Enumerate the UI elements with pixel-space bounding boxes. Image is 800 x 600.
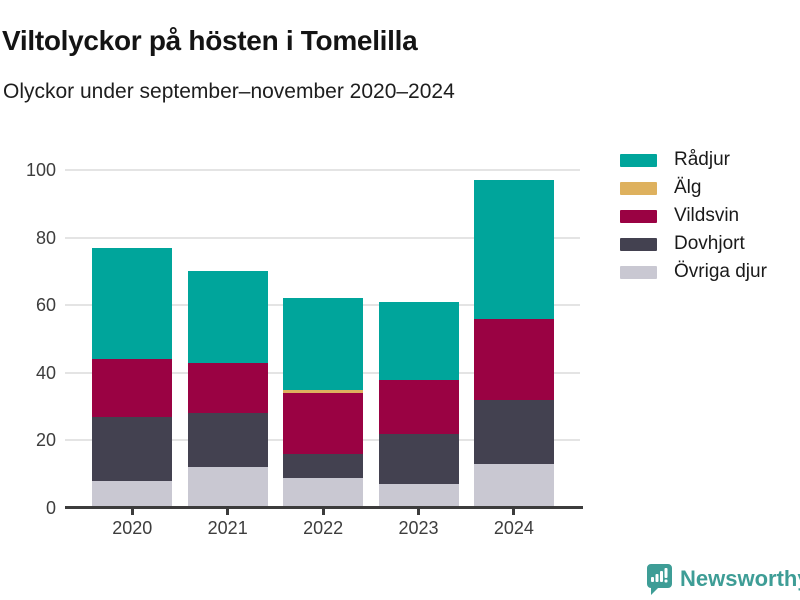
legend-swatch-ovriga-djur: [620, 265, 657, 279]
x-tick-label: 2020: [112, 518, 153, 538]
x-tick: [321, 509, 325, 515]
bar-segment-ovriga-djur-2023: [378, 484, 459, 508]
legend-label: Övriga djur: [674, 261, 767, 282]
legend-swatch-alg: [620, 181, 657, 195]
y-tick-label: 60: [35, 295, 56, 316]
x-tick-label: 2023: [398, 518, 439, 538]
bar-segment-radjur-2023: [378, 301, 459, 380]
plot-area: [65, 169, 580, 508]
legend-label: Vildsvin: [674, 205, 740, 226]
bar-segment-alg-2022: [283, 389, 364, 394]
newsworthy-logo-icon: [647, 564, 672, 595]
bar-segment-vildsvin-2021: [187, 362, 268, 414]
x-tick: [417, 509, 420, 515]
bar-segment-radjur-2022: [283, 298, 364, 390]
bar-segment-dovhjort-2024: [473, 399, 554, 465]
bar-segment-radjur-2021: [187, 271, 268, 363]
gridline: [65, 169, 580, 171]
bar-segment-vildsvin-2023: [378, 379, 459, 434]
legend-item-radjur: Rådjur: [620, 146, 767, 174]
legend: Rådjur Älg Vildsvin Dovhjort Övriga djur: [620, 146, 767, 286]
bar-segment-dovhjort-2023: [378, 433, 459, 485]
bar-segment-radjur-2024: [473, 180, 554, 319]
gridline: [65, 236, 580, 239]
legend-item-dovhjort: Dovhjort: [620, 230, 767, 258]
bar-segment-dovhjort-2022: [283, 453, 364, 478]
y-tick-label: 40: [35, 362, 56, 383]
bar-segment-radjur-2020: [92, 247, 173, 360]
legend-label: Dovhjort: [674, 233, 745, 254]
bar-segment-ovriga-djur-2024: [473, 464, 554, 508]
chart-subtitle: Olyckor under september–november 2020–20…: [3, 80, 455, 103]
chart-title: Viltolyckor på hösten i Tomelilla: [2, 24, 418, 56]
legend-swatch-dovhjort: [620, 237, 657, 251]
bar-segment-ovriga-djur-2022: [283, 477, 364, 508]
x-axis-line: [65, 506, 583, 509]
brand-name: Newsworthy: [680, 566, 800, 591]
bar-segment-vildsvin-2024: [473, 318, 554, 400]
y-tick-label: 0: [45, 498, 56, 518]
y-tick-label: 100: [25, 160, 56, 180]
legend-label: Älg: [674, 177, 702, 198]
bar-segment-dovhjort-2020: [92, 416, 173, 481]
x-tick-label: 2022: [303, 518, 344, 538]
bar-segment-ovriga-djur-2020: [92, 480, 173, 508]
legend-swatch-radjur: [620, 153, 657, 167]
bar-segment-dovhjort-2021: [187, 413, 268, 468]
x-tick-label: 2021: [207, 518, 248, 538]
bar-segment-ovriga-djur-2021: [187, 467, 268, 508]
x-tick-label: 2024: [493, 518, 534, 538]
x-tick: [512, 509, 516, 515]
legend-swatch-vildsvin: [620, 209, 657, 223]
x-tick: [226, 509, 230, 515]
legend-label: Rådjur: [674, 149, 730, 170]
newsworthy-brand-link[interactable]: Newsworthy: [645, 563, 800, 595]
legend-item-alg: Älg: [620, 174, 767, 202]
legend-item-ovriga-djur: Övriga djur: [620, 258, 767, 286]
bar-segment-vildsvin-2020: [92, 359, 173, 417]
x-tick: [130, 509, 134, 515]
y-tick-label: 80: [35, 227, 56, 248]
y-tick-label: 20: [35, 430, 56, 451]
legend-item-vildsvin: Vildsvin: [620, 202, 767, 230]
y-axis-labels: 0 20 40 60 80 100: [0, 160, 56, 518]
bar-segment-vildsvin-2022: [283, 393, 364, 454]
